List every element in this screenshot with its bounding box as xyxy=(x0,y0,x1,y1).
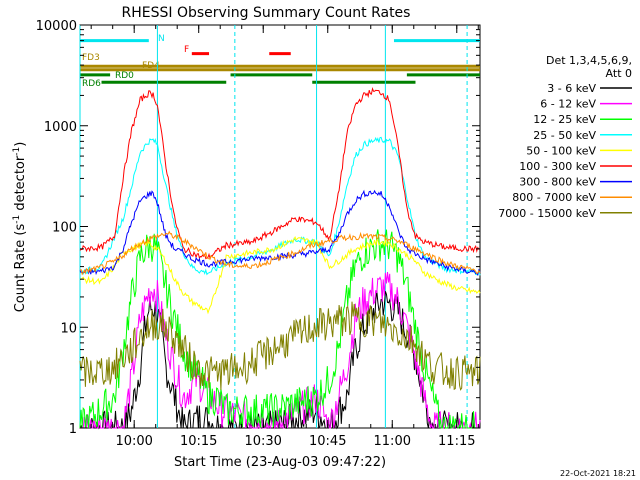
series-line-1 xyxy=(80,271,481,430)
y-label-exp-2: -1 xyxy=(12,147,22,156)
x-tick-label: 10:45 xyxy=(309,434,346,449)
series-line-4 xyxy=(79,236,481,315)
flag-label-fd3: FD3 xyxy=(82,53,100,63)
y-tick-label: 1 xyxy=(69,422,77,437)
series-line-8 xyxy=(79,301,481,391)
legend-label: 50 - 100 keV xyxy=(526,144,596,157)
series-line-5 xyxy=(79,86,481,260)
flag-label-fd4: FD4 xyxy=(142,61,160,71)
legend-title-1: Det 1,3,4,5,6,9, xyxy=(546,54,632,67)
legend-label: 800 - 7000 keV xyxy=(512,191,596,204)
vertical-markers xyxy=(79,25,468,428)
series-line-7 xyxy=(79,230,481,276)
legend-label: 25 - 50 keV xyxy=(533,129,596,142)
y-tick-label: 100 xyxy=(52,221,77,236)
flag-label-rd6: RD6 xyxy=(82,79,101,89)
y-label-main: Count Rate (s xyxy=(13,224,28,313)
flag-label-n: N xyxy=(158,34,165,44)
axes: 1 10 100 1000 10000 10:00 10:15 10:30 10:45 11:00… xyxy=(36,19,480,449)
series-line-2 xyxy=(79,229,480,429)
y-label-mid: detector xyxy=(13,155,28,215)
series-line-6 xyxy=(79,189,481,277)
flag-label-rd0: RD0 xyxy=(115,71,134,81)
legend-label: 100 - 300 keV xyxy=(519,160,596,173)
x-tick-label: 10:15 xyxy=(180,434,217,449)
legend: 3 - 6 keV 6 - 12 keV 12 - 25 keV 25 - 50 ke… xyxy=(498,82,632,220)
x-tick-label: 11:00 xyxy=(374,434,411,449)
y-tick-label: 1000 xyxy=(44,120,77,135)
y-tick-label: 10000 xyxy=(36,19,77,34)
legend-label: 300 - 800 keV xyxy=(519,176,596,189)
y-label-exp-1: -1 xyxy=(12,215,22,224)
x-tick-label: 10:00 xyxy=(115,434,152,449)
series-line-3 xyxy=(79,136,481,276)
x-tick-label: 11:15 xyxy=(438,434,475,449)
legend-title-2: Att 0 xyxy=(606,67,632,80)
x-tick-label: 10:30 xyxy=(244,434,281,449)
x-axis-label: Start Time (23-Aug-03 09:47:22) xyxy=(174,455,386,470)
plot-frame xyxy=(79,24,481,429)
plot-area xyxy=(79,24,481,429)
y-tick-label: 10 xyxy=(60,321,77,336)
flag-label-f: F xyxy=(184,45,189,55)
legend-label: 6 - 12 keV xyxy=(540,98,596,111)
chart-title: RHESSI Observing Summary Count Rates xyxy=(122,5,411,21)
legend-label: 3 - 6 keV xyxy=(547,82,596,95)
flag-bars: N F FD3 FD4 RD0 RD6 xyxy=(80,34,480,89)
legend-label: 7000 - 15000 keV xyxy=(498,207,596,220)
y-label-end: ) xyxy=(13,142,28,147)
y-axis-label: Count Rate (s-1 detector-1) xyxy=(12,142,28,313)
footer-timestamp: 22-Oct-2021 18:21 xyxy=(560,469,636,478)
series-lines xyxy=(79,86,481,430)
legend-label: 12 - 25 keV xyxy=(533,113,596,126)
